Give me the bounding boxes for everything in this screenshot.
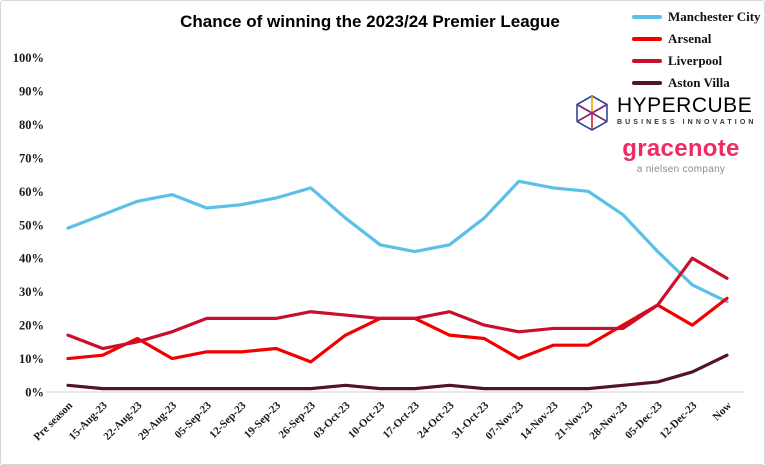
y-tick-label: 50%: [19, 218, 44, 232]
y-tick-label: 70%: [19, 151, 44, 165]
y-tick-label: 30%: [19, 285, 44, 299]
y-tick-label: 10%: [19, 352, 44, 366]
x-tick-label: 12-Sep-23: [207, 399, 249, 441]
x-tick-label: 19-Sep-23: [242, 399, 284, 441]
y-tick-label: 40%: [19, 252, 44, 266]
legend-item-arsenal: Arsenal: [632, 31, 761, 46]
legend-item-aston-villa: Aston Villa: [632, 75, 761, 90]
x-tick-label: 10-Oct-23: [346, 399, 388, 441]
x-tick-label: 17-Oct-23: [381, 399, 423, 441]
legend-swatch: [632, 58, 662, 63]
y-tick-label: 90%: [19, 84, 44, 98]
y-tick-label: 80%: [19, 118, 44, 132]
legend-label: Manchester City: [668, 8, 761, 24]
x-tick-label: 29-Aug-23: [136, 399, 179, 442]
legend-label: Liverpool: [668, 52, 723, 68]
x-tick-label: 26-Sep-23: [277, 399, 319, 441]
legend-item-manchester-city: Manchester City: [632, 9, 761, 24]
hypercube-cube-icon: [576, 95, 608, 131]
gracenote-tagline: a nielsen company: [636, 164, 726, 175]
x-tick-label: 03-Oct-23: [311, 399, 353, 441]
legend-swatch: [632, 80, 662, 85]
y-tick-label: 100%: [13, 51, 44, 65]
hypercube-logo: HYPERCUBE BUSINESS INNOVATION: [573, 94, 757, 132]
hypercube-wordmark: HYPERCUBE: [617, 94, 753, 117]
legend-swatch: [632, 14, 662, 19]
x-tick-label: Now: [711, 400, 735, 424]
hypercube-tagline: BUSINESS INNOVATION: [617, 119, 757, 126]
x-tick-label: 24-Oct-23: [415, 399, 457, 441]
gracenote-logo: gracenote a nielsen company: [600, 135, 762, 176]
legend-swatch: [632, 36, 662, 41]
chart-title: Chance of winning the 2023/24 Premier Le…: [180, 12, 560, 31]
x-tick-label: 12-Dec-23: [658, 399, 700, 441]
line-manchester-city: [66, 179, 729, 304]
line-aston-villa: [66, 353, 729, 391]
x-tick-label: 05-Sep-23: [173, 399, 215, 441]
y-tick-label: 60%: [19, 185, 44, 199]
line-arsenal: [66, 296, 729, 364]
gracenote-wordmark: gracenote: [622, 135, 740, 162]
y-tick-label: 0%: [25, 386, 44, 400]
y-tick-label: 20%: [19, 319, 44, 333]
x-tick-label: 28-Nov-23: [587, 399, 630, 442]
line-liverpool: [66, 256, 729, 351]
chart-legend: Manchester City Arsenal Liverpool Aston Vil…: [632, 9, 761, 90]
legend-label: Arsenal: [668, 30, 712, 46]
legend-item-liverpool: Liverpool: [632, 53, 761, 68]
legend-label: Aston Villa: [668, 74, 730, 90]
